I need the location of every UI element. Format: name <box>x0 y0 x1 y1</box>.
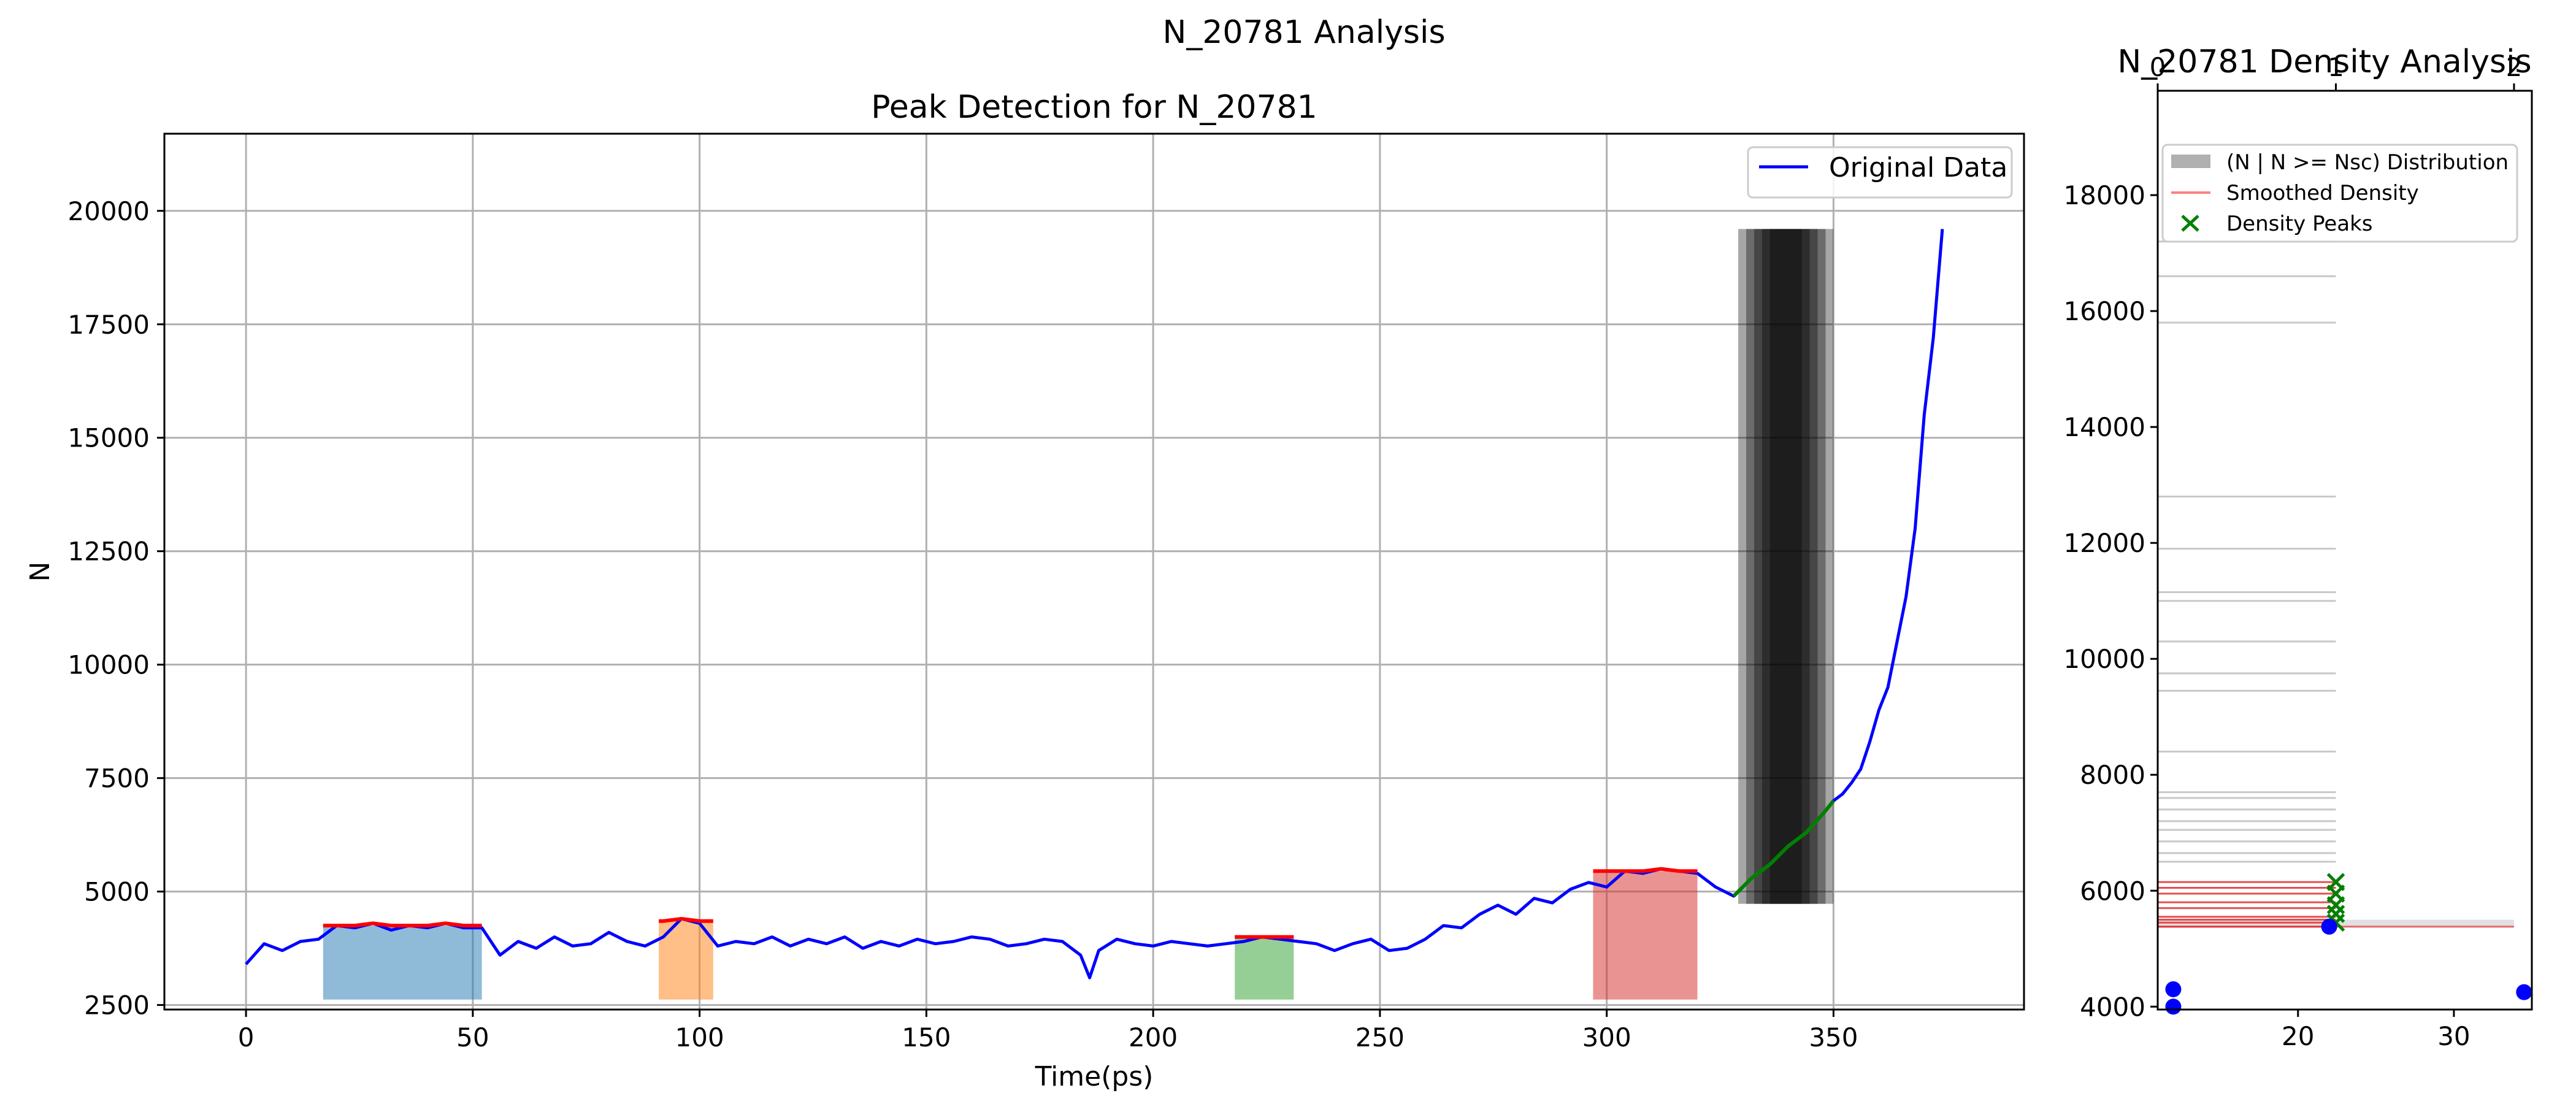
main-y-axis-label: N <box>25 562 56 582</box>
density-y-tick-label: 8000 <box>2080 760 2145 790</box>
main-plot-frame <box>163 132 2025 1011</box>
peak-region-3 <box>1235 937 1294 1000</box>
nucleation-band-layer <box>1746 229 1826 904</box>
main-y-tick-label: 2500 <box>84 991 150 1021</box>
density-points <box>2165 873 2532 1015</box>
main-gridlines <box>164 134 2024 1010</box>
nucleation-band-layer <box>1738 229 1834 904</box>
peak-region-1 <box>323 926 482 1000</box>
nucleation-band-layer <box>1761 229 1810 904</box>
peak-segment-1 <box>323 921 482 928</box>
growth-segment-line <box>1732 799 1835 898</box>
figure-suptitle: N_20781 Analysis <box>1162 14 1445 51</box>
main-x-tick-label: 150 <box>902 1022 951 1052</box>
main-y-tick-label: 10000 <box>67 650 150 680</box>
main-axis-ticks: 0 50 100 150 200 250 300 350 2500 5000 7500 10000 12… <box>67 196 1858 1052</box>
cluster-point <box>2165 981 2182 997</box>
main-legend: Original Data <box>1747 146 2013 199</box>
density-legend-swatch-distribution <box>2171 155 2210 168</box>
main-x-tick-label: 50 <box>456 1022 489 1052</box>
peak-region-4 <box>1593 871 1698 1000</box>
main-x-tick-label: 350 <box>1809 1022 1858 1052</box>
cluster-point <box>2516 984 2532 1000</box>
main-x-tick-label: 200 <box>1129 1022 1178 1052</box>
main-x-tick-label: 0 <box>238 1022 255 1052</box>
density-legend-swatch-peaks <box>2181 215 2199 232</box>
main-y-tick-label: 5000 <box>84 877 150 907</box>
density-y-tick-label: 16000 <box>2063 296 2145 326</box>
main-legend-label-original: Original Data <box>1829 152 2007 183</box>
density-axis-ticks: 4000 6000 8000 10000 12000 14000 16000 18000 0 1 2… <box>2063 52 2522 1051</box>
main-x-axis-label: Time(ps) <box>1035 1061 1154 1092</box>
main-y-tick-label: 7500 <box>84 764 150 794</box>
cluster-point <box>2321 918 2337 935</box>
density-legend-label-smoothed: Smoothed Density <box>2226 181 2419 205</box>
main-y-tick-label: 17500 <box>67 310 150 340</box>
density-legend: (N | N >= Nsc) Distribution Smoothed Den… <box>2161 144 2518 243</box>
nucleation-band-layer <box>1769 229 1802 904</box>
density-legend-label-peaks: Density Peaks <box>2226 212 2373 236</box>
nucleation-band <box>1738 229 1834 904</box>
main-chart: Peak Detection for N_20781 0 50 100 150 200 2… <box>25 89 2025 1092</box>
peak-segment-4 <box>1593 867 1698 873</box>
density-y-tick-label: 6000 <box>2080 876 2145 906</box>
main-x-tick-label: 300 <box>1582 1022 1631 1052</box>
density-bottom-tick-label: 30 <box>2437 1021 2470 1051</box>
density-chart-title: N_20781 Density Analysis <box>2117 44 2531 80</box>
main-legend-box <box>1747 146 2013 199</box>
peak-segment-2 <box>659 916 713 923</box>
density-top-tick-label: 0 <box>2150 52 2166 82</box>
main-series <box>245 229 1944 979</box>
nucleation-band-layer <box>1754 229 1818 904</box>
main-x-tick-label: 250 <box>1355 1022 1405 1052</box>
main-y-tick-label: 12500 <box>67 537 150 567</box>
density-y-tick-label: 12000 <box>2063 528 2145 558</box>
main-y-tick-label: 20000 <box>67 196 150 226</box>
density-y-tick-label: 10000 <box>2063 644 2145 674</box>
main-chart-title: Peak Detection for N_20781 <box>871 89 1317 126</box>
density-y-tick-label: 18000 <box>2063 180 2145 210</box>
density-top-tick-label: 1 <box>2328 52 2344 82</box>
peak-regions <box>323 871 1698 1000</box>
main-y-tick-label: 15000 <box>67 423 150 453</box>
density-y-tick-label: 14000 <box>2063 412 2145 442</box>
main-x-tick-label: 100 <box>675 1022 724 1052</box>
density-legend-box <box>2161 144 2518 243</box>
density-plot-frame <box>2156 90 2533 1011</box>
cluster-point <box>2165 999 2182 1015</box>
density-y-tick-label: 4000 <box>2080 992 2145 1022</box>
density-distribution <box>2158 240 2514 927</box>
density-top-tick-label: 2 <box>2506 52 2523 82</box>
density-legend-label-distribution: (N | N >= Nsc) Distribution <box>2226 150 2509 175</box>
density-chart: N_20781 Density Analysis 400060008000100… <box>2063 44 2533 1051</box>
density-bottom-tick-label: 20 <box>2282 1021 2314 1051</box>
